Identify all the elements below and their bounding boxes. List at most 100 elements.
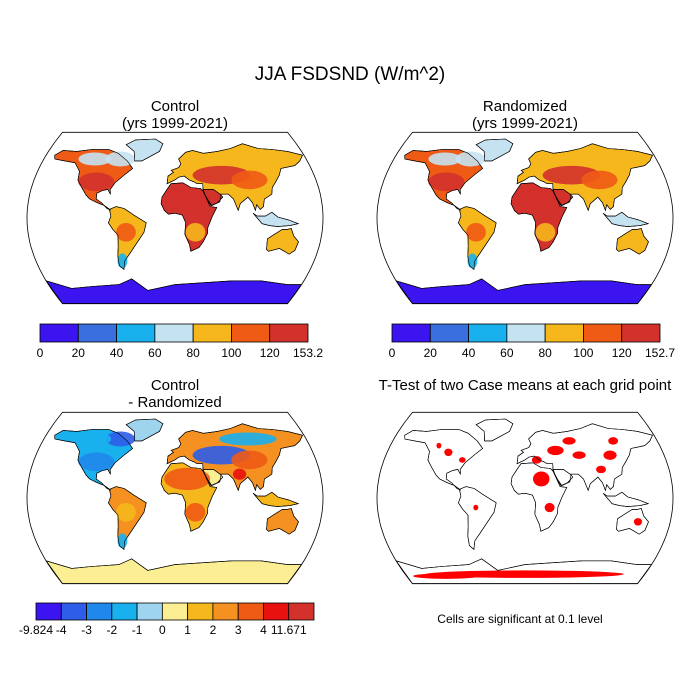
colorbar-swatch [621,323,661,343]
field-region [219,432,277,446]
field-region [455,151,486,167]
randomized-colorbar: 0 20 40 60 80 100 120 152.7 [389,323,675,360]
colorbar-label: 100 [221,346,241,360]
colorbar-swatch [39,323,79,343]
colorbar-label: 152.7 [645,346,675,360]
field-region [78,172,115,192]
field-region [624,234,644,250]
difference-map-panel [26,411,324,585]
colorbar-label: 120 [260,346,280,360]
colorbar-swatch [468,323,508,343]
significant-cell [603,450,617,460]
colorbar-swatch [77,323,117,343]
colorbar-label: -3 [81,623,92,637]
significant-cell [436,442,442,449]
colorbar-swatch [86,602,113,621]
significant-cell [459,457,466,463]
significance-note: Cells are significant at 0.1 level [437,612,603,626]
difference-panel-title-line2: - Randomized [128,394,222,411]
colorbar-label: 0 [37,346,44,360]
field-region [78,452,115,472]
figure-title: JJA FSDSND (W/m^2) [254,64,446,85]
field-region [428,172,465,192]
field-region [466,222,486,242]
colorbar-swatch [187,602,214,621]
colorbar-label: 20 [72,346,86,360]
field-region [117,533,128,549]
field-region [274,514,294,530]
difference-panel-title: Control - Randomized [25,377,325,411]
colorbar-label: 3 [235,623,242,637]
significant-cell [531,456,542,464]
colorbar-label: 60 [500,346,514,360]
field-region [116,502,136,522]
colorbar-swatch [192,323,232,343]
colorbar-swatch [161,602,189,621]
ttest-panel-title: T-Test of two Case means at each grid po… [350,377,700,394]
field-region [569,152,627,166]
field-region [164,467,211,491]
colorbar-swatch [154,323,194,343]
significant-cell [547,445,564,456]
colorbar-swatch [111,602,138,621]
colorbar-label: 0 [159,623,166,637]
colorbar-swatch [506,323,546,343]
colorbar-swatch [237,602,264,621]
colorbar-swatch [231,323,271,343]
control-panel-title-line1: Control [150,98,200,115]
colorbar-swatch [116,323,156,343]
colorbar-swatch [583,323,623,343]
field-region [535,222,556,242]
colorbar-label: 120 [612,346,632,360]
colorbar-label: 11.671 [271,623,307,637]
colorbar-label: 60 [148,346,162,360]
colorbar-swatch [136,602,163,621]
colorbar-swatch [288,602,315,621]
colorbar-label: 40 [462,346,476,360]
ttest-map-panel [376,411,674,585]
field-region [582,188,597,200]
difference-colorbar: -9.824 -4 -3 -2 -1 0 1 2 3 4 11.671 [19,602,315,637]
significant-cell [608,437,619,445]
field-region [274,234,294,250]
colorbar-swatch [269,323,309,343]
colorbar-label: -2 [106,623,117,637]
colorbar-swatch [429,323,469,343]
significant-cell [544,502,555,513]
randomized-panel-title-line1: Randomized [482,98,568,115]
field-region [185,502,206,522]
colorbar-label: 80 [538,346,552,360]
field-region [467,253,478,269]
colorbar-swatch [263,602,290,621]
colorbar-swatch [391,323,431,343]
colorbar-swatch [544,323,584,343]
control-panel-title-line2: (yrs 1999-2021) [122,115,228,132]
randomized-panel-title-line2: (yrs 1999-2021) [472,115,578,132]
significant-cell [633,518,643,526]
ttest-panel-title-line1: T-Test of two Case means at each grid po… [378,377,672,394]
colorbar-label: -4 [56,623,67,637]
field-region [105,431,136,447]
field-region [231,170,268,190]
significant-cell [533,471,550,487]
field-region [117,253,128,269]
control-colorbar: 0 20 40 60 80 100 120 153.2 [37,323,323,360]
colorbar-label: -9.824 [19,623,53,637]
colorbar-swatch [212,602,239,621]
field-region [231,450,268,470]
randomized-map-panel [376,131,674,305]
colorbar-label: 1 [184,623,191,637]
significant-cell [473,504,479,511]
colorbar-label: 20 [424,346,438,360]
colorbar-swatch [35,602,62,621]
colorbar-swatch [60,602,87,621]
field-region [232,468,247,480]
difference-panel-title-line1: Control [150,377,200,394]
field-region [581,170,618,190]
colorbar-label: 80 [186,346,200,360]
field-region [219,152,277,166]
field-region [428,152,462,166]
significant-cell [562,437,576,445]
significant-cell [596,465,606,474]
